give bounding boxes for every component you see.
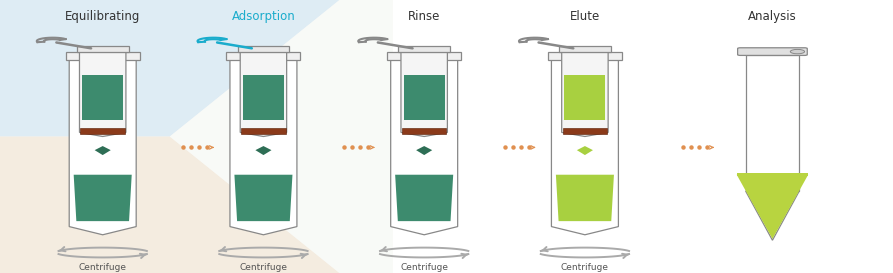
Text: Elute: Elute: [570, 10, 600, 23]
Polygon shape: [234, 175, 292, 221]
FancyBboxPatch shape: [238, 46, 289, 52]
Polygon shape: [746, 55, 799, 191]
FancyBboxPatch shape: [227, 52, 300, 60]
Polygon shape: [255, 146, 271, 155]
Polygon shape: [79, 52, 126, 136]
FancyBboxPatch shape: [559, 46, 611, 52]
Text: Adsorption: Adsorption: [231, 10, 296, 23]
Polygon shape: [416, 146, 432, 155]
Text: Centrifuge: Centrifuge: [79, 263, 127, 272]
FancyBboxPatch shape: [548, 52, 622, 60]
Polygon shape: [555, 175, 614, 221]
Ellipse shape: [790, 49, 805, 54]
FancyBboxPatch shape: [82, 75, 123, 120]
Polygon shape: [737, 175, 808, 239]
Text: Rinse: Rinse: [408, 10, 440, 23]
Polygon shape: [170, 0, 393, 273]
FancyBboxPatch shape: [737, 173, 808, 176]
Polygon shape: [230, 60, 296, 235]
FancyBboxPatch shape: [398, 46, 450, 52]
FancyBboxPatch shape: [241, 128, 286, 134]
FancyBboxPatch shape: [80, 128, 125, 134]
Text: Centrifuge: Centrifuge: [400, 263, 448, 272]
Text: Centrifuge: Centrifuge: [239, 263, 288, 272]
Polygon shape: [0, 136, 339, 273]
Text: Equilibrating: Equilibrating: [65, 10, 140, 23]
Polygon shape: [577, 146, 593, 155]
FancyBboxPatch shape: [402, 128, 446, 134]
Text: Analysis: Analysis: [748, 10, 797, 23]
Polygon shape: [746, 191, 799, 240]
FancyBboxPatch shape: [563, 128, 607, 134]
Polygon shape: [240, 52, 287, 136]
FancyBboxPatch shape: [243, 75, 284, 120]
FancyBboxPatch shape: [738, 48, 807, 55]
Polygon shape: [74, 175, 132, 221]
FancyBboxPatch shape: [388, 52, 461, 60]
Text: Centrifuge: Centrifuge: [561, 263, 609, 272]
Polygon shape: [552, 60, 618, 235]
Polygon shape: [401, 52, 447, 136]
FancyBboxPatch shape: [77, 46, 129, 52]
Polygon shape: [70, 60, 136, 235]
Polygon shape: [396, 175, 453, 221]
Polygon shape: [0, 0, 339, 136]
FancyBboxPatch shape: [66, 52, 139, 60]
FancyBboxPatch shape: [564, 75, 605, 120]
Polygon shape: [95, 146, 111, 155]
Polygon shape: [391, 60, 457, 235]
FancyBboxPatch shape: [404, 75, 445, 120]
Polygon shape: [562, 52, 608, 136]
